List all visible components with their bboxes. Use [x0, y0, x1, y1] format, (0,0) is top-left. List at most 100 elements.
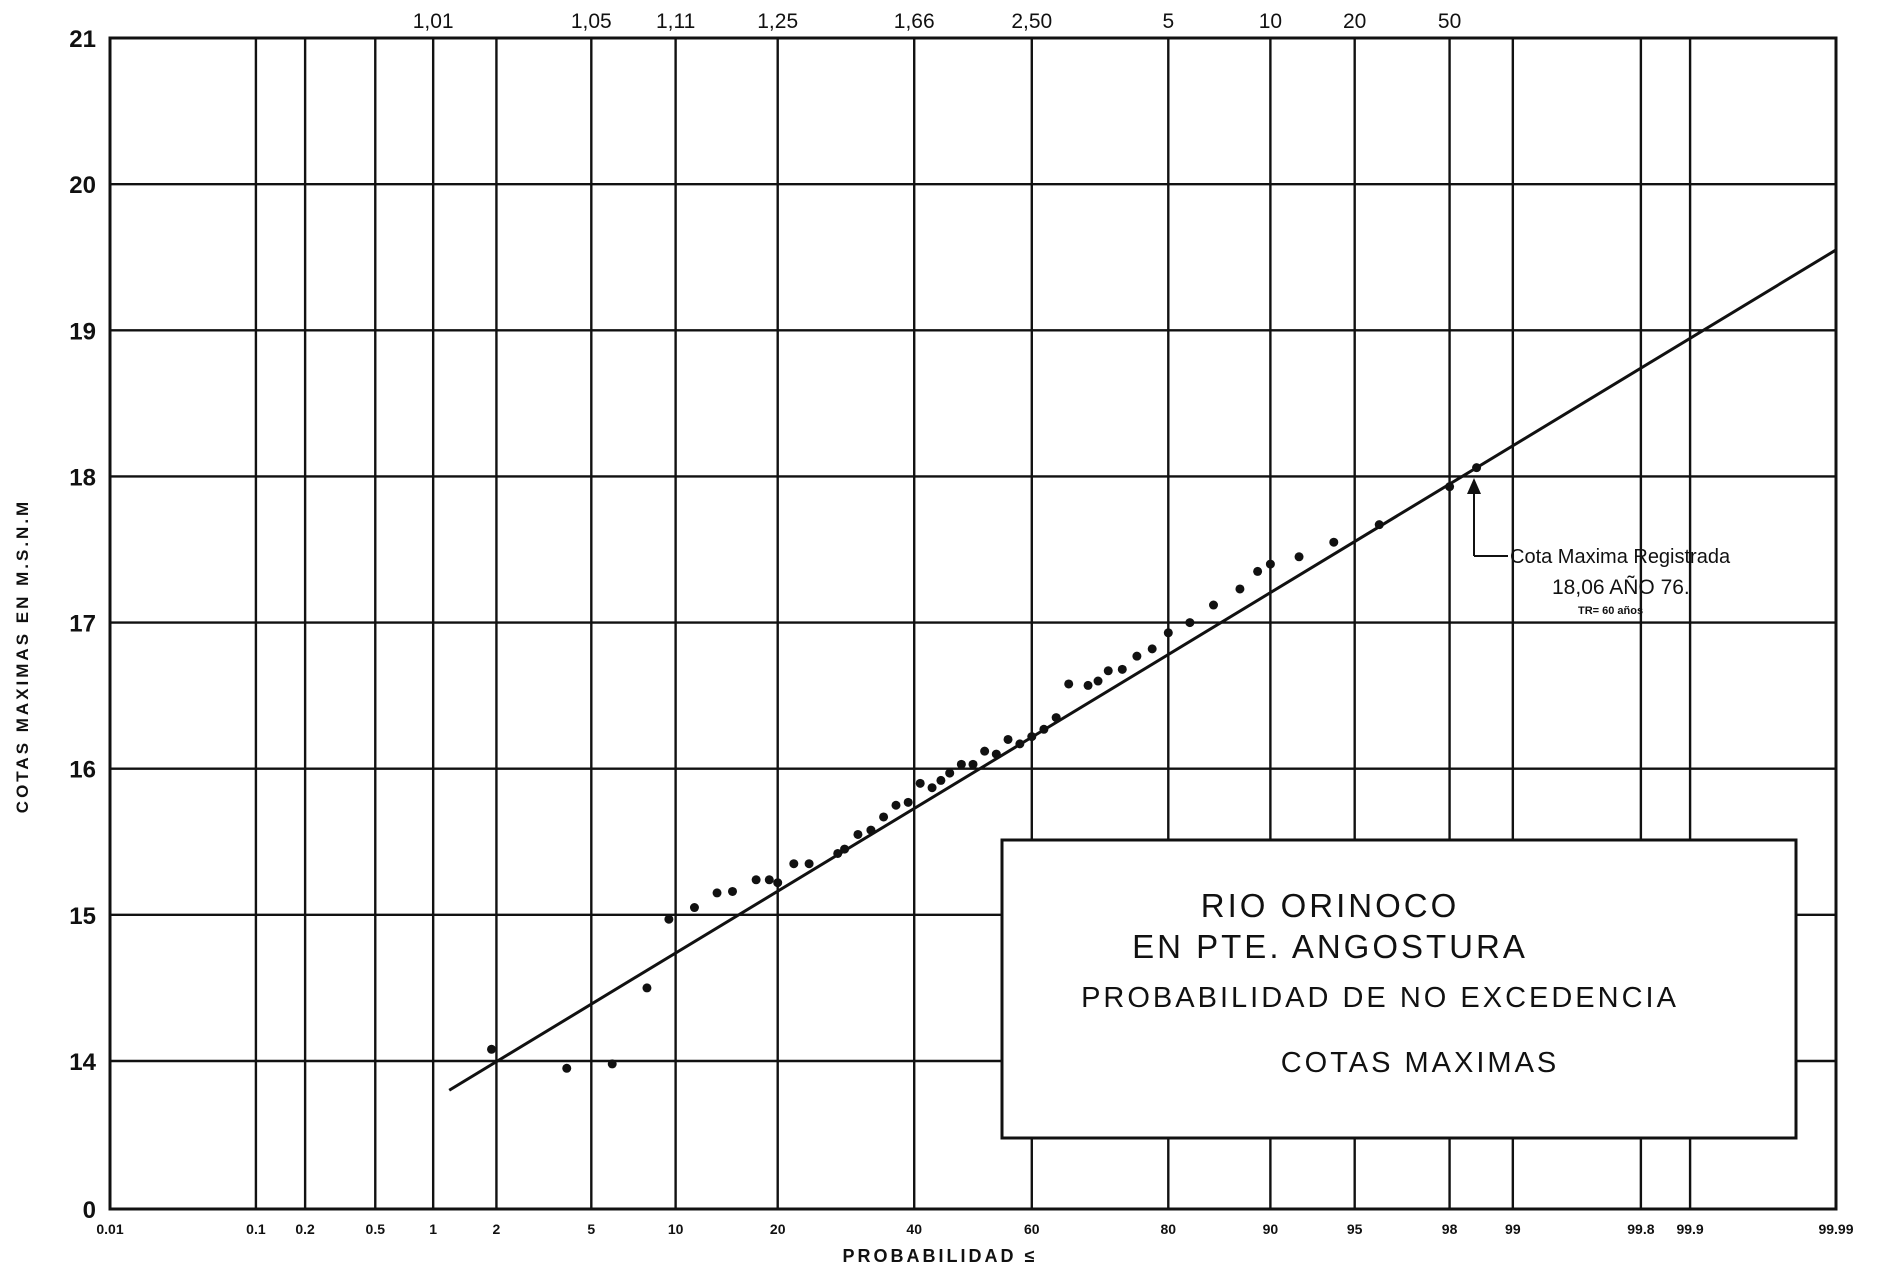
fit-line	[448, 248, 1837, 1092]
y-tick-label: 17	[69, 611, 96, 638]
data-point	[840, 844, 850, 854]
y-tick-labels: 0 14 15 16 17 18 19 20 21	[69, 26, 96, 1224]
data-point	[915, 778, 925, 788]
data-point	[879, 812, 889, 822]
data-point	[1235, 584, 1245, 594]
data-point	[1039, 724, 1049, 734]
data-point	[1265, 559, 1275, 569]
y-tick-label: 0	[83, 1197, 96, 1224]
data-point	[764, 875, 774, 885]
data-point	[1083, 680, 1093, 690]
x-tick-label: 20	[770, 1221, 786, 1237]
return-period-label: 2,50	[1011, 10, 1052, 33]
title-line-3: PROBABILIDAD DE NO EXCEDENCIA	[1081, 982, 1679, 1014]
data-point	[1294, 552, 1304, 562]
data-point	[1117, 664, 1127, 674]
data-point	[1147, 644, 1157, 654]
data-point	[664, 914, 674, 924]
return-period-label: 1,01	[413, 10, 454, 33]
data-point	[642, 983, 652, 993]
x-tick-label: 80	[1161, 1221, 1177, 1237]
x-tick-label: 5	[587, 1221, 595, 1237]
data-point	[487, 1044, 497, 1054]
annotation-line-2: 18,06 AÑO 76.	[1552, 575, 1690, 599]
x-tick-label: 98	[1442, 1221, 1458, 1237]
x-tick-label: 0.2	[295, 1221, 315, 1237]
title-box-frame	[1000, 838, 1798, 1140]
data-points	[487, 463, 1482, 1073]
data-point	[866, 825, 876, 835]
data-point	[1472, 463, 1482, 473]
data-point	[1163, 628, 1173, 638]
data-point	[1015, 739, 1025, 749]
return-period-label: 1,66	[894, 10, 935, 33]
y-tick-label: 14	[69, 1049, 96, 1076]
title-box: RIO ORINOCO EN PTE. ANGOSTURA PROBABILID…	[1000, 838, 1798, 1140]
data-point	[1103, 666, 1113, 676]
return-period-label: 1,11	[656, 10, 695, 33]
data-point	[789, 859, 799, 869]
data-point	[1064, 679, 1074, 689]
data-point	[1093, 676, 1103, 686]
data-point	[891, 800, 901, 810]
return-period-labels: 1,01 1,05 1,11 1,25 1,66 2,50 5 10 20 50	[413, 10, 1462, 33]
data-point	[1253, 566, 1263, 576]
return-period-label: 1,25	[757, 10, 798, 33]
x-tick-label: 2	[493, 1221, 501, 1237]
data-point	[727, 886, 737, 896]
data-point	[903, 797, 913, 807]
annotation-line-1: Cota Maxima Registrada	[1510, 546, 1731, 568]
y-tick-label: 20	[69, 172, 96, 199]
data-point	[804, 859, 814, 869]
data-point	[689, 903, 699, 913]
return-period-label: 10	[1259, 10, 1282, 33]
data-point	[1209, 600, 1219, 610]
y-tick-label: 19	[69, 318, 96, 345]
data-point	[833, 848, 843, 858]
x-tick-label: 99.99	[1818, 1221, 1853, 1237]
x-tick-label: 0.1	[246, 1221, 266, 1237]
return-period-label: 50	[1438, 10, 1461, 33]
x-axis-title: PROBABILIDAD ≤	[843, 1246, 1038, 1266]
data-point	[956, 759, 966, 769]
data-point	[980, 746, 990, 756]
x-tick-label: 90	[1263, 1221, 1279, 1237]
data-point	[853, 829, 863, 839]
title-line-1: RIO ORINOCO	[1201, 887, 1460, 924]
data-point	[562, 1063, 572, 1073]
data-point	[751, 875, 761, 885]
data-point	[773, 878, 783, 888]
x-tick-label: 10	[668, 1221, 684, 1237]
data-point	[1445, 482, 1455, 492]
data-point	[1132, 651, 1142, 661]
x-tick-labels: 0.01 0.1 0.2 0.5 1 2 5 10 20 40 60 80 90 95 98 99 99.8 99…	[96, 1221, 1853, 1237]
x-tick-label: 99.8	[1627, 1221, 1654, 1237]
x-tick-label: 95	[1347, 1221, 1363, 1237]
x-tick-label: 60	[1024, 1221, 1040, 1237]
data-point	[1051, 713, 1061, 723]
data-point	[1329, 537, 1339, 547]
data-point	[1374, 520, 1384, 530]
x-tick-label: 40	[906, 1221, 922, 1237]
data-point	[936, 775, 946, 785]
title-line-4: COTAS MAXIMAS	[1281, 1047, 1560, 1079]
x-tick-label: 99	[1505, 1221, 1521, 1237]
data-point	[607, 1059, 617, 1069]
return-period-label: 1,05	[571, 10, 612, 33]
x-tick-label: 0.5	[366, 1221, 386, 1237]
data-point	[968, 759, 978, 769]
data-point	[945, 768, 955, 778]
y-tick-label: 18	[69, 464, 96, 491]
data-point	[927, 783, 937, 793]
title-line-2: EN PTE. ANGOSTURA	[1132, 928, 1528, 965]
data-point	[1027, 732, 1037, 742]
y-tick-label: 15	[69, 903, 96, 930]
return-period-label: 20	[1343, 10, 1366, 33]
max-annotation: Cota Maxima Registrada 18,06 AÑO 76. TR=…	[1467, 478, 1731, 617]
y-tick-label: 21	[69, 26, 96, 53]
data-point	[1185, 618, 1195, 628]
annotation-line-3: TR= 60 años	[1578, 605, 1643, 617]
y-axis-title: COTAS MAXIMAS EN M.S.N.M	[13, 499, 32, 813]
x-tick-label: 99.9	[1676, 1221, 1703, 1237]
